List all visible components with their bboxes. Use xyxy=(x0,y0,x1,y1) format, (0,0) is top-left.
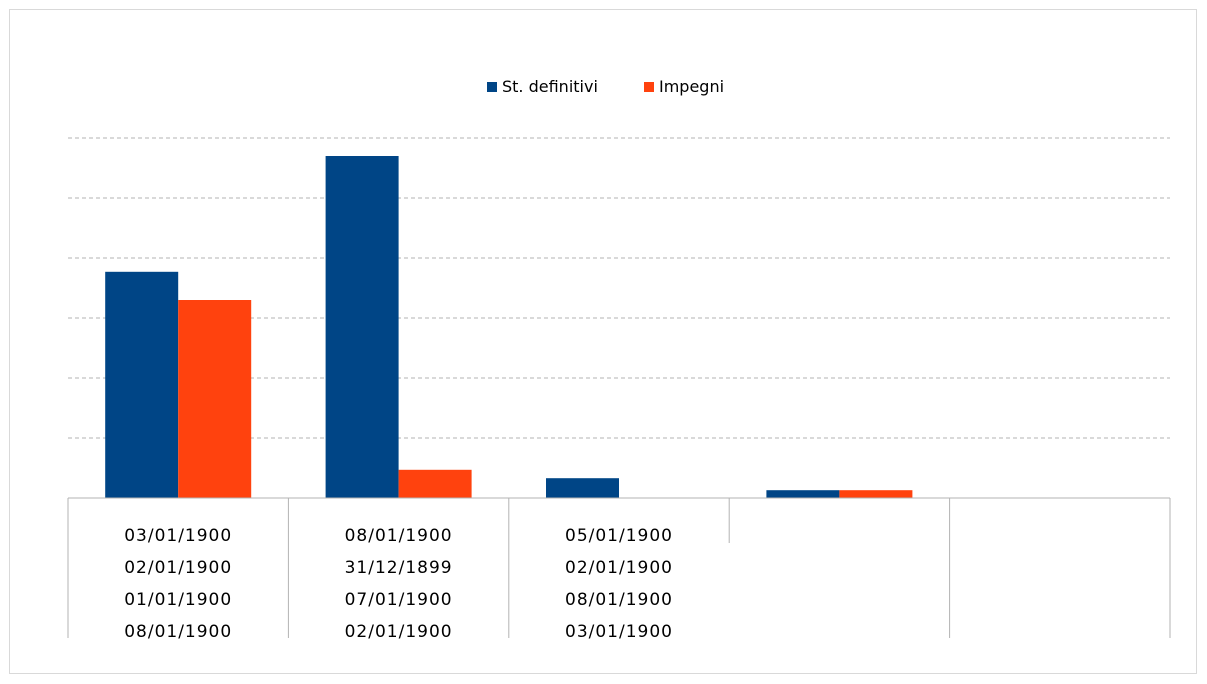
legend-swatch xyxy=(644,82,654,92)
category-tick-label: 01/01/1900 xyxy=(124,590,232,610)
category-axis xyxy=(67,497,1171,638)
bar-series-1 xyxy=(766,490,840,498)
bars xyxy=(105,156,913,498)
gridlines xyxy=(68,137,1170,439)
category-tick-label: 07/01/1900 xyxy=(345,590,453,610)
category-tick-label: 02/01/1900 xyxy=(565,558,673,578)
category-tick-label: 08/01/1900 xyxy=(345,526,453,546)
category-tick-label: 05/01/1900 xyxy=(565,526,673,546)
legend: St. definitivi Impegni xyxy=(487,77,724,96)
category-tick-label: 08/01/1900 xyxy=(124,622,232,642)
category-tick-label: 02/01/1900 xyxy=(124,558,232,578)
category-tick-label: 03/01/1900 xyxy=(124,526,232,546)
category-tick-label: 03/01/1900 xyxy=(565,622,673,642)
category-labels: 03/01/1900 02/01/1900 01/01/1900 08/01/1900… xyxy=(124,526,673,642)
category-tick-label: 31/12/1899 xyxy=(345,558,453,578)
legend-label: Impegni xyxy=(659,77,724,96)
bar-series-1 xyxy=(325,156,399,498)
category-tick-label: 08/01/1900 xyxy=(565,590,673,610)
bar-series-2 xyxy=(178,300,252,498)
bar-series-1 xyxy=(546,478,619,498)
legend-label: St. definitivi xyxy=(502,77,598,96)
category-tick-label: 02/01/1900 xyxy=(345,622,453,642)
bar-series-2 xyxy=(398,469,472,498)
bar-series-1 xyxy=(105,271,179,498)
bar-series-2 xyxy=(839,490,913,498)
legend-swatch xyxy=(487,82,497,92)
